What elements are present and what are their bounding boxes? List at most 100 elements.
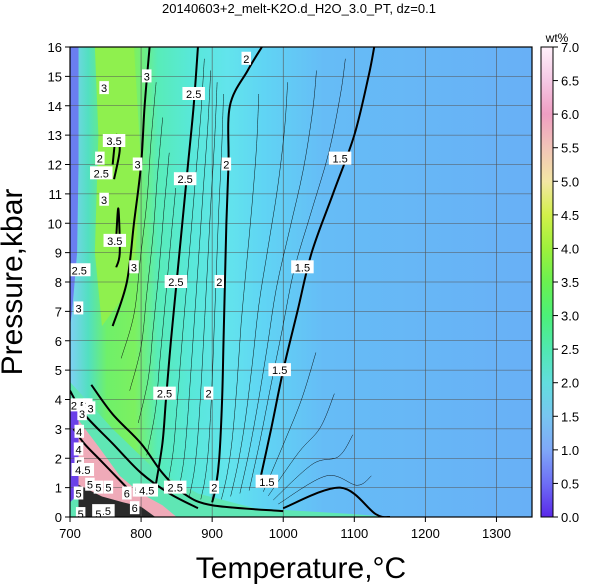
contour-label-text: 1.5 — [272, 365, 287, 377]
contour-label-text: 2.5 — [157, 389, 172, 401]
colorbar-ticks: 0.0 0.5 1.0 1.5 2.0 2.5 3.0 3.5 4.0 4.5 5.0 5.5 6.0 6… — [553, 40, 579, 525]
contour-label: 2.5 — [90, 166, 113, 180]
contour-label-bg — [142, 69, 152, 83]
contour-label: 4 — [74, 424, 84, 439]
contour-label-bg — [85, 477, 95, 491]
y-tick-label: 7 — [55, 304, 62, 319]
contour-label-bg — [268, 363, 291, 377]
y-tick-label: 15 — [48, 69, 62, 84]
y-tick-label: 3 — [55, 422, 62, 437]
contour-label: 2 — [203, 386, 214, 401]
contour-4 — [72, 428, 128, 489]
contour-label-bg — [99, 192, 109, 206]
y-tick-label: 16 — [48, 40, 62, 55]
colorbar-ramp — [540, 46, 554, 518]
contour-2 — [90, 384, 284, 513]
contour-label: 6 — [129, 501, 140, 515]
contour-label: 3 — [142, 69, 152, 83]
colorbar-tick-label: 0.5 — [561, 476, 579, 491]
contour-label-text: 6 — [124, 489, 130, 501]
y-tick-label: 11 — [49, 187, 63, 202]
y-tick-label: 6 — [55, 334, 62, 349]
contour-label-bg — [328, 151, 352, 165]
thin-contour-line — [273, 434, 354, 501]
contour-label: 2.5 — [182, 87, 205, 101]
x-tick-label: 1000 — [269, 526, 298, 541]
chart-title: 20140603+2_melt-K2O.d_H2O_3.0_PT, dz=0.1 — [162, 1, 436, 16]
contour-label-bg — [214, 275, 225, 288]
thin-contour-line — [177, 70, 211, 494]
contour-label-bg — [85, 401, 96, 415]
colorbar-tick-label: 5.0 — [561, 174, 579, 189]
contour-label-bg — [103, 233, 127, 247]
contour-label: 1.5 — [268, 363, 291, 377]
contour-label-bg — [255, 474, 279, 488]
contour-1-5 — [282, 486, 391, 517]
contour-label: 3 — [73, 301, 84, 315]
contour-label-bg — [241, 51, 252, 65]
thin-contour-line — [200, 93, 224, 500]
colorbar-label: wt% — [545, 31, 569, 45]
colorbar-tick-label: 4.5 — [561, 208, 579, 223]
contour-label-bg — [73, 442, 84, 456]
contour-label-bg — [203, 386, 214, 400]
contour-label: 3 — [85, 401, 96, 415]
contour-label-bg — [90, 166, 113, 180]
contour-label-bg — [221, 157, 232, 171]
thin-contour-line — [146, 187, 176, 456]
contour-label: 2 — [95, 151, 105, 166]
thin-contour-line — [278, 475, 372, 505]
contour-label-bg — [70, 263, 91, 277]
contour-label-text: 2 — [216, 277, 222, 289]
contour-label-text: 2 — [211, 483, 217, 495]
colorbar-tick-label: 2.0 — [561, 376, 579, 391]
thin-contour-line — [138, 152, 170, 424]
contour-label-bg — [77, 407, 87, 421]
contour-label: 5 — [73, 486, 84, 501]
contour-label-text: 4.5 — [75, 465, 90, 477]
contour-label-bg — [73, 301, 84, 315]
contour-label: 2 — [221, 157, 232, 172]
x-tick-label: 900 — [201, 526, 223, 541]
contour-label-bg — [71, 463, 95, 476]
contour-label: 2.5 — [153, 386, 176, 401]
y-tick-label: 12 — [48, 158, 62, 173]
contour-label-bg — [153, 386, 176, 400]
contour-label: 4 — [73, 442, 84, 456]
contour-label-bg — [74, 424, 84, 438]
thin-contour-line — [263, 352, 317, 492]
contour-label-text: 6 — [132, 503, 138, 515]
y-tick-label: 14 — [48, 99, 62, 114]
x-axis-label: Temperature,°C — [196, 552, 406, 585]
region-cold-edge-high-pressure — [70, 47, 79, 327]
contour-label-bg — [102, 134, 126, 147]
contour-label-bg — [135, 483, 159, 497]
contour-label: 5 — [85, 477, 95, 492]
contour-label-bg — [93, 507, 104, 517]
contour-label-text: 2.5 — [177, 174, 192, 186]
grid-lines — [70, 47, 532, 517]
contour-label-bg — [93, 480, 104, 494]
thin-contour-line — [230, 82, 288, 497]
contour-label-text: 3 — [131, 262, 137, 274]
contour-label-text: 2 — [97, 154, 103, 166]
contour-label: 4.5 — [71, 463, 95, 477]
contour-label-text: 2 — [223, 160, 229, 172]
contour-label: 2.5 — [163, 480, 187, 495]
thin-contour-line — [129, 117, 163, 391]
y-tick-label: 5 — [55, 363, 62, 378]
contour-label-bg — [132, 157, 143, 171]
contour-label: 3 — [132, 157, 143, 172]
contour-label-bg — [209, 480, 220, 494]
colorbar-tick-label: 3.0 — [561, 309, 579, 324]
plot-area: 1.51.51.51.5222222.52.52.52.52.533333322… — [70, 47, 532, 521]
contour-label: 2.5 — [164, 275, 188, 289]
contour-label-bg — [75, 507, 86, 517]
contour-label-text: 5 — [75, 489, 81, 501]
contour-label-text: 5 — [95, 509, 101, 521]
x-axis-ticks: 700 800 900 1000 1100 1200 1300 — [59, 517, 511, 541]
contour-label: 3 — [99, 81, 109, 95]
y-axis-label: Pressure,kbar — [0, 189, 29, 376]
thin-contour-line — [221, 93, 260, 500]
